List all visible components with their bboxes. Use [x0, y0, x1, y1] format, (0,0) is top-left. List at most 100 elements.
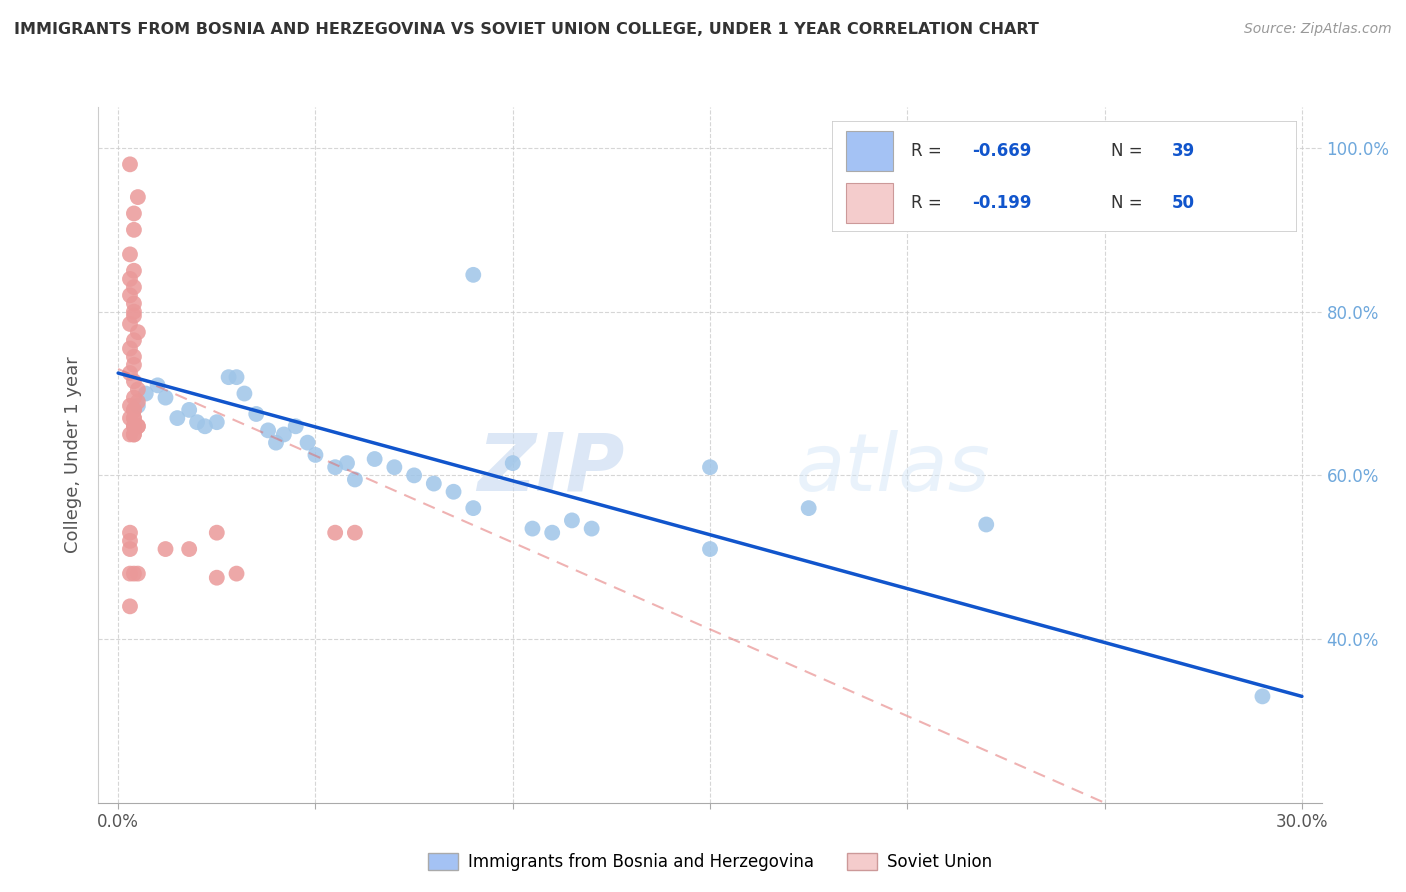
Point [205, 571, 228, 585]
Point [122, 206, 145, 220]
Point [179, 542, 201, 557]
Point [118, 272, 141, 286]
Text: atlas: atlas [796, 430, 990, 508]
Point [146, 378, 169, 392]
Text: ZIP: ZIP [477, 430, 624, 508]
Point [225, 370, 247, 384]
Point [273, 427, 295, 442]
Point [541, 525, 564, 540]
Point [118, 411, 141, 425]
Text: IMMIGRANTS FROM BOSNIA AND HERZEGOVINA VS SOVIET UNION COLLEGE, UNDER 1 YEAR COR: IMMIGRANTS FROM BOSNIA AND HERZEGOVINA V… [14, 22, 1039, 37]
Point [135, 386, 157, 401]
Point [122, 334, 145, 348]
Point [122, 419, 145, 434]
Point [443, 484, 465, 499]
Point [127, 394, 149, 409]
Y-axis label: College, Under 1 year: College, Under 1 year [65, 357, 83, 553]
Point [336, 456, 359, 470]
Point [122, 427, 145, 442]
FancyBboxPatch shape [832, 121, 1298, 232]
Point [363, 452, 385, 467]
Point [118, 566, 141, 581]
Point [581, 522, 603, 536]
Point [245, 407, 267, 421]
Point [122, 280, 145, 294]
Point [297, 435, 319, 450]
Point [233, 386, 256, 401]
Point [118, 317, 141, 331]
Point [118, 542, 141, 557]
Text: N =: N = [1111, 194, 1149, 212]
Point [122, 223, 145, 237]
Point [343, 525, 366, 540]
Point [122, 350, 145, 364]
Point [118, 157, 141, 171]
Point [122, 309, 145, 323]
Point [127, 419, 149, 434]
Point [118, 399, 141, 413]
Bar [846, 183, 893, 223]
Point [284, 419, 307, 434]
Point [205, 525, 228, 540]
Text: Source: ZipAtlas.com: Source: ZipAtlas.com [1244, 22, 1392, 37]
Point [122, 296, 145, 310]
Legend: Immigrants from Bosnia and Herzegovina, Soviet Union: Immigrants from Bosnia and Herzegovina, … [422, 847, 998, 878]
Point [218, 370, 240, 384]
Point [561, 513, 583, 527]
Text: -0.669: -0.669 [972, 142, 1031, 160]
Point [155, 542, 177, 557]
Point [382, 460, 405, 475]
Point [118, 342, 141, 356]
Text: R =: R = [911, 142, 948, 160]
Point [502, 456, 524, 470]
Point [122, 566, 145, 581]
Point [797, 501, 820, 516]
Point [343, 473, 366, 487]
Point [522, 522, 544, 536]
Point [699, 460, 721, 475]
Point [118, 366, 141, 380]
Point [127, 399, 149, 413]
Point [122, 374, 145, 388]
Point [127, 190, 149, 204]
Point [127, 566, 149, 581]
Point [127, 383, 149, 397]
Point [205, 415, 228, 429]
Point [463, 268, 485, 282]
Point [122, 427, 145, 442]
Point [118, 599, 141, 614]
Point [423, 476, 446, 491]
Point [127, 325, 149, 339]
Point [304, 448, 326, 462]
Point [264, 435, 287, 450]
Point [118, 427, 141, 442]
Point [323, 525, 346, 540]
Point [323, 460, 346, 475]
Point [463, 501, 485, 516]
Point [122, 411, 145, 425]
Point [1251, 690, 1274, 704]
Point [186, 415, 208, 429]
Text: 39: 39 [1171, 142, 1195, 160]
Point [118, 288, 141, 302]
Point [122, 403, 145, 417]
Text: N =: N = [1111, 142, 1149, 160]
Point [122, 411, 145, 425]
Point [179, 403, 201, 417]
Point [122, 304, 145, 318]
Point [122, 391, 145, 405]
Text: -0.199: -0.199 [972, 194, 1031, 212]
Point [225, 566, 247, 581]
Point [257, 423, 280, 437]
Point [122, 403, 145, 417]
Point [122, 419, 145, 434]
Text: 50: 50 [1171, 194, 1195, 212]
Point [699, 542, 721, 557]
Point [166, 411, 188, 425]
Point [122, 358, 145, 372]
Point [974, 517, 997, 532]
Point [118, 533, 141, 548]
Bar [846, 131, 893, 171]
Point [404, 468, 426, 483]
Text: R =: R = [911, 194, 948, 212]
